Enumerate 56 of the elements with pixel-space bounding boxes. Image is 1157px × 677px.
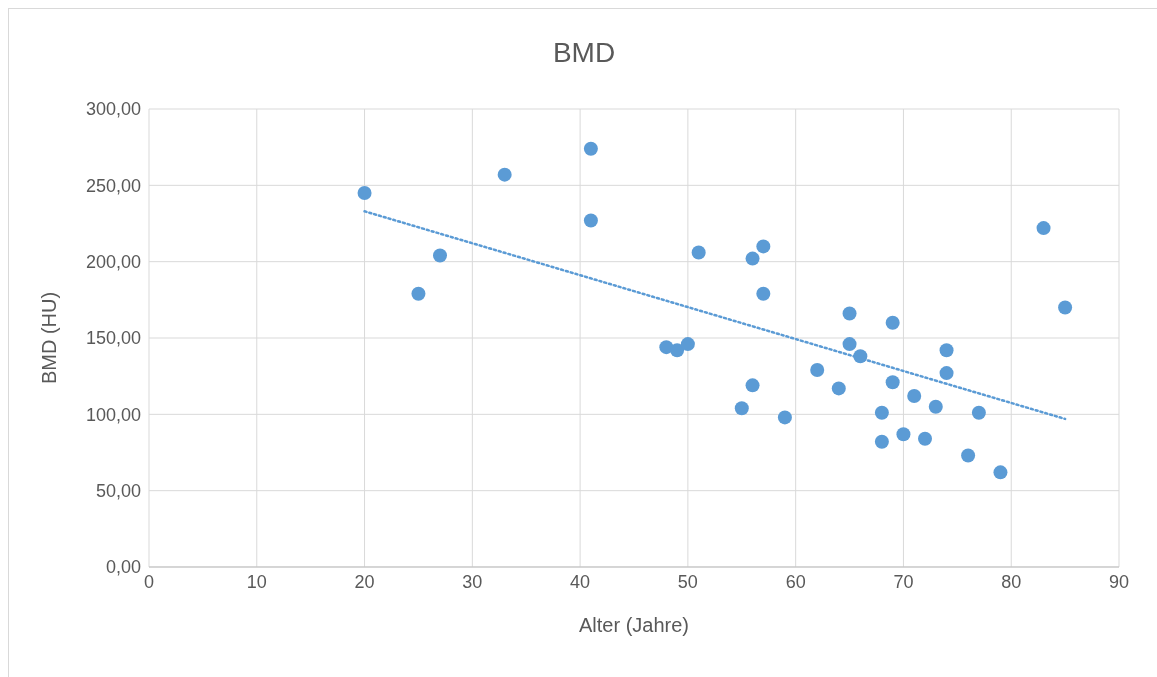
x-tick-label: 20: [354, 571, 375, 592]
point: [734, 401, 749, 416]
point: [842, 306, 857, 321]
point: [1036, 221, 1051, 236]
y-tick-label: 100,00: [85, 404, 141, 425]
y-axis-title: BMD (HU): [38, 291, 61, 385]
point: [756, 286, 771, 301]
x-tick-label: 60: [785, 571, 806, 592]
y-tick-label: 200,00: [85, 252, 141, 273]
point: [583, 213, 598, 228]
point: [939, 343, 954, 358]
point: [896, 427, 911, 442]
x-tick-label: 10: [246, 571, 267, 592]
point: [993, 465, 1008, 480]
point: [411, 286, 426, 301]
point: [691, 245, 706, 260]
point: [885, 315, 900, 330]
y-tick-label: 300,00: [85, 99, 141, 120]
point: [433, 248, 447, 263]
point: [874, 434, 889, 449]
point: [842, 337, 857, 352]
point: [853, 349, 868, 364]
point: [971, 405, 986, 420]
point: [885, 375, 900, 390]
point: [659, 340, 674, 355]
x-tick-label: 80: [1001, 571, 1022, 592]
point: [777, 410, 792, 425]
point: [357, 185, 372, 200]
point: [670, 343, 685, 358]
point: [583, 141, 598, 156]
point: [874, 405, 889, 420]
point: [810, 363, 825, 378]
x-tick-label: 50: [677, 571, 698, 592]
point: [907, 389, 922, 404]
point: [928, 399, 943, 414]
x-tick-label: 70: [893, 571, 914, 592]
x-tick-label: 0: [143, 571, 155, 592]
point: [1058, 300, 1073, 315]
point: [756, 239, 771, 254]
point: [497, 167, 512, 182]
y-tick-label: 50,00: [95, 481, 141, 502]
x-tick-label: 90: [1108, 571, 1130, 592]
point: [831, 381, 846, 396]
point: [939, 366, 954, 381]
point: [745, 251, 760, 266]
y-tick-label: 250,00: [85, 175, 141, 196]
chart-title: BMD: [551, 37, 617, 70]
point: [961, 448, 976, 463]
point: [918, 431, 932, 446]
x-tick-label: 30: [462, 571, 483, 592]
x-tick-label: 40: [570, 571, 591, 592]
x-axis-title: Alter (Jahre): [578, 614, 690, 636]
point: [745, 378, 760, 393]
y-tick-label: 150,00: [85, 328, 141, 349]
point: [680, 337, 695, 352]
y-tick-label: 0,00: [105, 557, 141, 578]
